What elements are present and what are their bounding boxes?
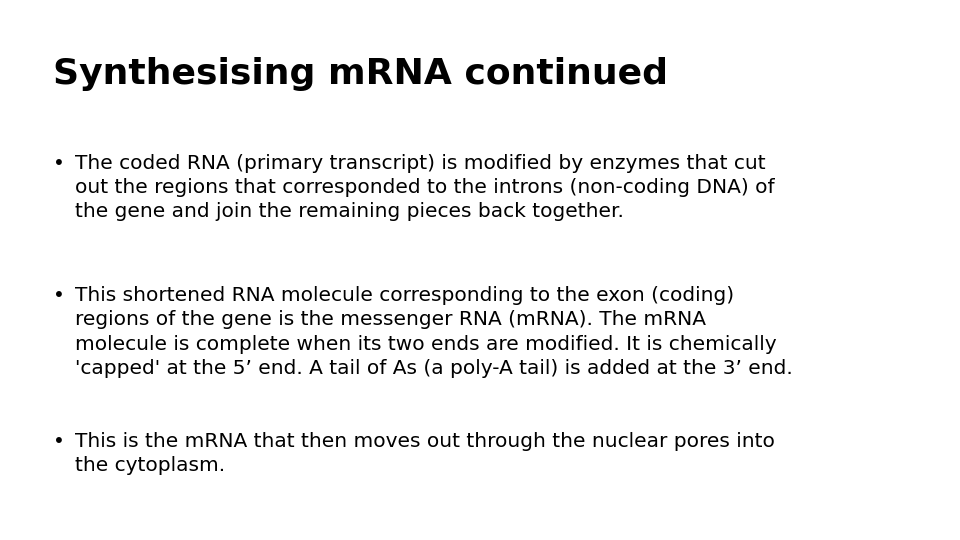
Text: •: • <box>53 154 64 173</box>
Text: This shortened RNA molecule corresponding to the exon (coding)
regions of the ge: This shortened RNA molecule correspondin… <box>75 286 793 378</box>
Text: •: • <box>53 432 64 451</box>
Text: •: • <box>53 286 64 305</box>
Text: Synthesising mRNA continued: Synthesising mRNA continued <box>53 57 668 91</box>
Text: The coded RNA (primary transcript) is modified by enzymes that cut
out the regio: The coded RNA (primary transcript) is mo… <box>75 154 775 221</box>
Text: This is the mRNA that then moves out through the nuclear pores into
the cytoplas: This is the mRNA that then moves out thr… <box>75 432 775 475</box>
